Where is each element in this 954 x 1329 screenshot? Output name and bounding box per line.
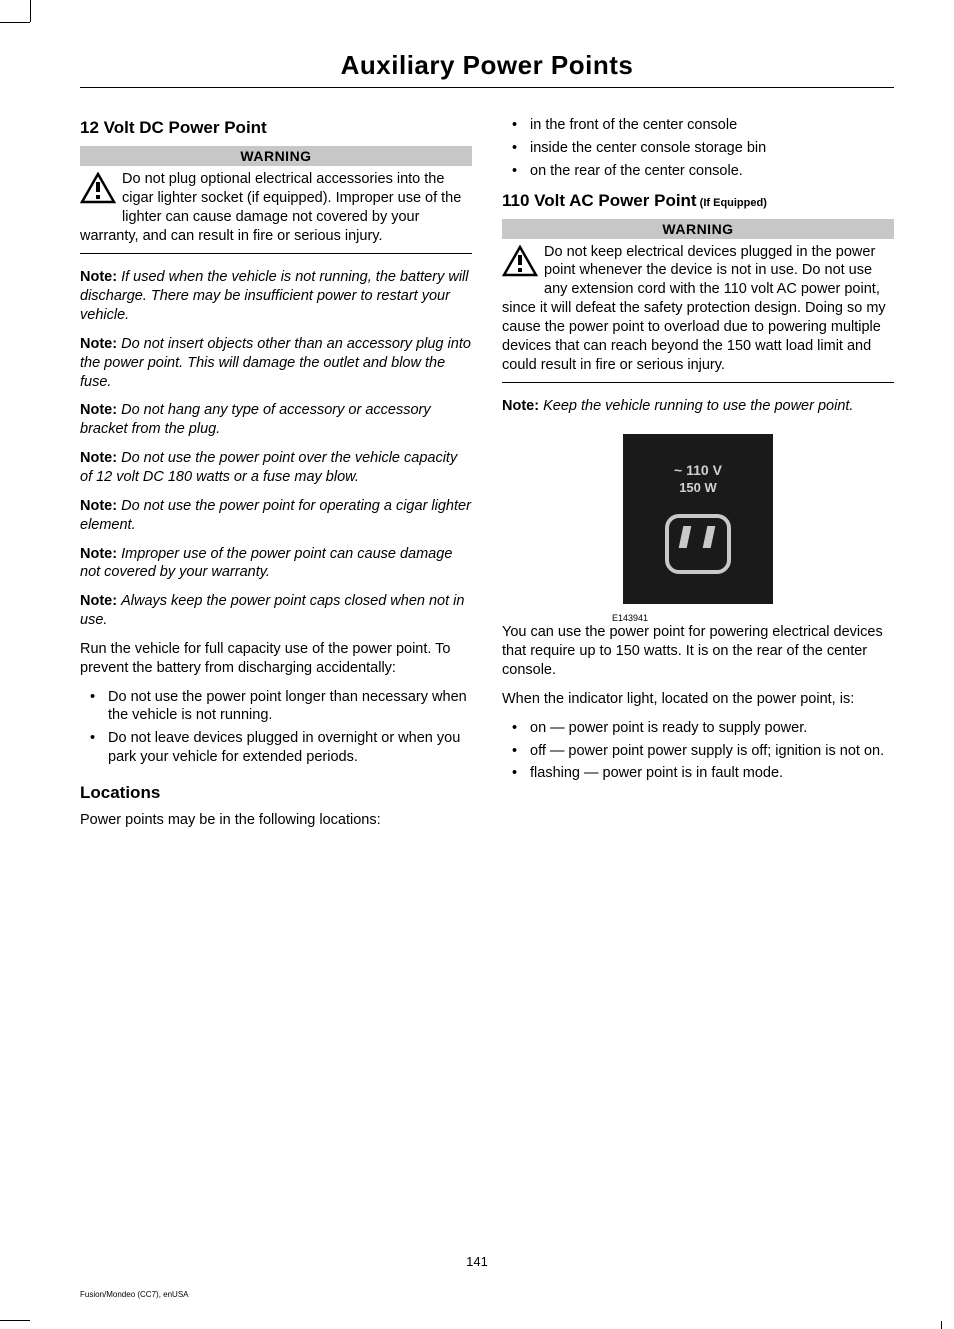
note-body: Do not hang any type of accessory or acc… (80, 402, 431, 437)
crop-mark (941, 1321, 942, 1329)
note-item: Note: Always keep the power point caps c… (80, 592, 472, 630)
warning-block: Do not plug optional electrical accessor… (80, 170, 472, 254)
note-label: Note: (80, 269, 117, 285)
section-heading-12v: 12 Volt DC Power Point (80, 118, 472, 138)
outlet-icon (665, 514, 731, 574)
note-body: Do not use the power point over the vehi… (80, 450, 457, 485)
list-item: Do not use the power point longer than n… (80, 688, 472, 726)
body-paragraph: You can use the power point for powering… (502, 623, 894, 680)
warning-text: Do not keep electrical devices plugged i… (502, 243, 894, 375)
note-body: If used when the vehicle is not running,… (80, 269, 469, 323)
note-body: Do not insert objects other than an acce… (80, 336, 471, 390)
note-body: Always keep the power point caps closed … (80, 593, 464, 628)
note-item: Note: Do not hang any type of accessory … (80, 401, 472, 439)
bullet-list: in the front of the center console insid… (502, 116, 894, 181)
figure: ~ 110 V 150 W (502, 434, 894, 609)
warning-label: WARNING (80, 146, 472, 166)
list-item: off — power point power supply is off; i… (502, 742, 894, 761)
body-paragraph: Power points may be in the following loc… (80, 811, 472, 830)
note-item: Note: Do not use the power point for ope… (80, 497, 472, 535)
note-item: Note: Improper use of the power point ca… (80, 545, 472, 583)
note-label: Note: (80, 336, 117, 352)
bullet-list: Do not use the power point longer than n… (80, 688, 472, 767)
heading-text: 110 Volt AC Power Point (502, 191, 697, 210)
page-title: Auxiliary Power Points (80, 50, 894, 88)
note-label: Note: (80, 546, 117, 562)
figure-label-voltage: ~ 110 V (623, 462, 773, 478)
footer-text: Fusion/Mondeo (CC7), enUSA (80, 1290, 189, 1299)
list-item: on — power point is ready to supply powe… (502, 719, 894, 738)
figure-caption: E143941 (502, 613, 894, 623)
note-item: Note: Do not insert objects other than a… (80, 335, 472, 392)
warning-triangle-icon (502, 245, 538, 282)
note-item: Note: If used when the vehicle is not ru… (80, 268, 472, 325)
note-body: Do not use the power point for operating… (80, 498, 471, 533)
note-label: Note: (80, 593, 117, 609)
section-heading-locations: Locations (80, 783, 472, 803)
bullet-list: on — power point is ready to supply powe… (502, 719, 894, 784)
note-label: Note: (80, 498, 117, 514)
note-label: Note: (80, 402, 117, 418)
warning-label: WARNING (502, 219, 894, 239)
power-outlet-illustration: ~ 110 V 150 W (623, 434, 773, 604)
left-column: 12 Volt DC Power Point WARNING Do not pl… (80, 116, 472, 840)
list-item: Do not leave devices plugged in overnigh… (80, 729, 472, 767)
note-body: Improper use of the power point can caus… (80, 546, 452, 581)
list-item: inside the center console storage bin (502, 139, 894, 158)
list-item: flashing — power point is in fault mode. (502, 764, 894, 783)
list-item: in the front of the center console (502, 116, 894, 135)
list-item: on the rear of the center console. (502, 162, 894, 181)
crop-mark (0, 22, 30, 23)
body-paragraph: Run the vehicle for full capacity use of… (80, 640, 472, 678)
note-item: Note: Keep the vehicle running to use th… (502, 397, 894, 416)
warning-block: Do not keep electrical devices plugged i… (502, 243, 894, 384)
warning-triangle-icon (80, 172, 116, 209)
heading-suffix: (If Equipped) (697, 197, 767, 209)
crop-mark (0, 1320, 30, 1321)
section-heading-110v: 110 Volt AC Power Point (If Equipped) (502, 191, 894, 211)
content-columns: 12 Volt DC Power Point WARNING Do not pl… (80, 116, 894, 840)
crop-mark (30, 0, 31, 22)
note-body: Keep the vehicle running to use the powe… (543, 398, 853, 414)
note-item: Note: Do not use the power point over th… (80, 449, 472, 487)
note-label: Note: (80, 450, 117, 466)
right-column: in the front of the center console insid… (502, 116, 894, 840)
page-number: 141 (0, 1254, 954, 1269)
warning-text: Do not plug optional electrical accessor… (80, 170, 472, 245)
note-label: Note: (502, 398, 539, 414)
figure-label-wattage: 150 W (623, 480, 773, 495)
body-paragraph: When the indicator light, located on the… (502, 690, 894, 709)
